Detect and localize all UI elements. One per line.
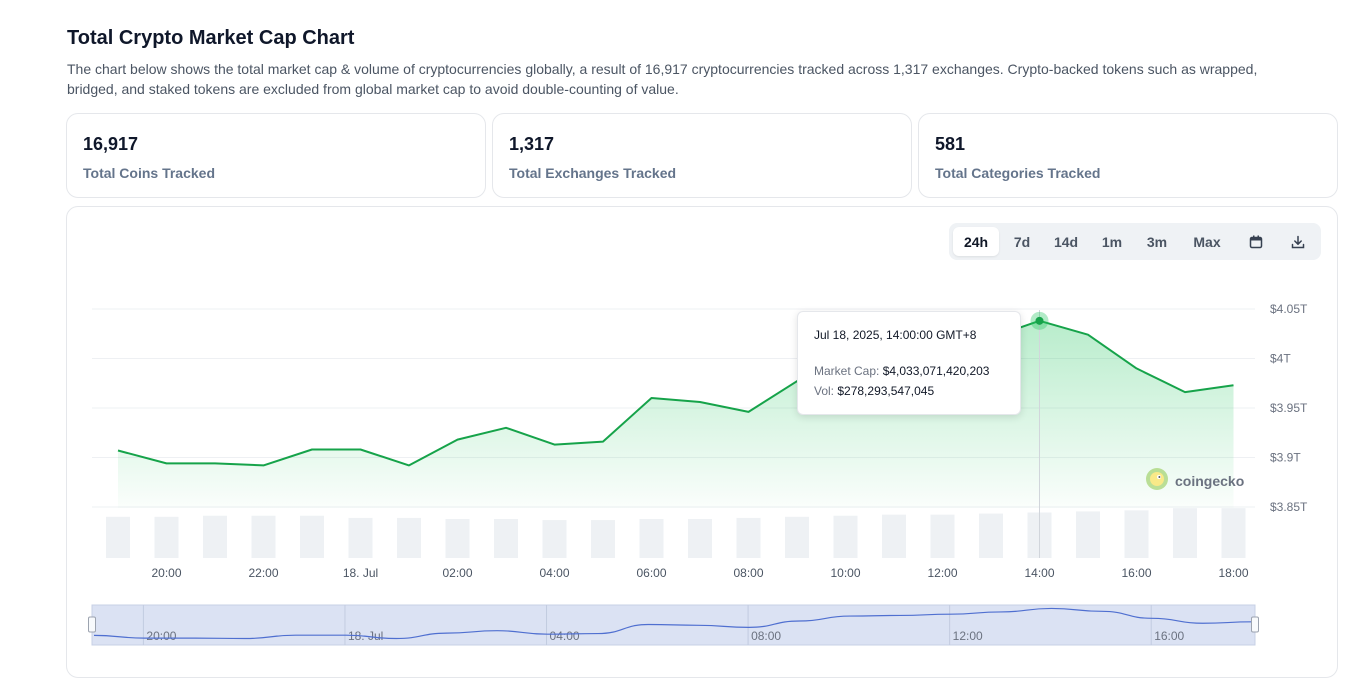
volume-bar [251,515,276,558]
volume-bar [494,519,518,558]
volume-bar [930,514,955,558]
page-description: The chart below shows the total market c… [67,61,1258,97]
time-range-selector: 24h 7d 14d 1m 3m Max [949,223,1321,260]
x-tick-label: 08:00 [733,566,763,580]
navigator-handle-left[interactable] [88,616,96,633]
page-title: Total Crypto Market Cap Chart [67,27,355,49]
navigator-handle-right[interactable] [1251,616,1259,633]
tooltip-date: Jul 18, 2025, 14:00:00 GMT+8 [814,328,977,342]
volume-bar [542,520,567,558]
stat-card-exchanges: 1,317 Total Exchanges Tracked [492,113,912,198]
download-icon[interactable] [1283,227,1313,256]
range-button-max[interactable]: Max [1193,233,1221,250]
range-button-24h[interactable]: 24h [953,227,999,256]
volume-bar [106,516,130,558]
volume-bar [397,517,421,558]
volume-bar [445,519,470,558]
volume-bar [154,516,179,558]
y-tick-label: $3.95T [1270,401,1308,415]
volume-bar [688,519,712,558]
range-button-7d[interactable]: 7d [1013,233,1031,250]
volume-bar [639,519,664,558]
market-cap-area [117,310,1234,558]
coingecko-watermark: coingecko [1145,467,1245,496]
navigator-series [93,607,1254,640]
tooltip-market-cap-value: $4,033,071,420,203 [882,364,990,378]
tooltip-volume-label: Vol: [814,384,835,398]
stat-value: 1,317 [509,134,555,154]
x-tick-label: 14:00 [1024,566,1054,580]
stat-label: Total Coins Tracked [83,165,215,181]
stat-label: Total Categories Tracked [935,165,1101,181]
x-axis-labels: 20:00 22:00 18. Jul 02:00 04:00 06:00 08:00 10:… [151,566,1248,580]
volume-bar [591,520,615,558]
volume-bar [833,515,858,558]
tooltip-market-cap-label: Market Cap: [814,364,880,378]
y-axis-labels: $3.85T $3.9T $3.95T $4T $4.05T [1270,302,1308,514]
stat-card-categories: 581 Total Categories Tracked [918,113,1338,198]
navigator-tick-label: 12:00 [953,629,983,643]
range-button-1m[interactable]: 1m [1101,233,1123,250]
navigator-tick-label: 04:00 [550,629,580,643]
x-tick-label: 18. Jul [343,566,378,580]
x-tick-label: 16:00 [1121,566,1151,580]
coingecko-logo-icon [1145,467,1169,496]
volume-bar [882,514,906,558]
stat-value: 16,917 [83,134,139,154]
hover-marker [1035,316,1044,325]
stat-value: 581 [935,134,966,154]
y-tick-label: $3.9T [1270,451,1301,465]
x-tick-label: 06:00 [636,566,666,580]
volume-bar [1221,508,1246,558]
volume-bars [106,508,1246,558]
x-tick-label: 02:00 [442,566,472,580]
y-tick-label: $4.05T [1270,302,1308,316]
volume-bar [979,513,1003,558]
tooltip-volume: Vol: $278,293,547,045 [814,384,934,398]
x-tick-label: 20:00 [151,566,181,580]
y-tick-label: $4T [1270,352,1291,366]
volume-bar [1076,511,1100,558]
x-tick-label: 12:00 [927,566,957,580]
navigator-tick-label: 20:00 [146,629,176,643]
stat-card-coins: 16,917 Total Coins Tracked [66,113,486,198]
tooltip-volume-value: $278,293,547,045 [837,384,935,398]
volume-bar [348,517,373,558]
x-tick-label: 04:00 [539,566,569,580]
volume-bar [736,517,761,558]
x-tick-label: 22:00 [248,566,278,580]
tooltip-market-cap: Market Cap: $4,033,071,420,203 [814,364,989,378]
range-button-14d[interactable]: 14d [1053,233,1079,250]
navigator-tick-label: 08:00 [751,629,781,643]
volume-bar [300,515,324,558]
volume-bar [203,515,227,558]
y-tick-label: $3.85T [1270,500,1308,514]
volume-bar [785,516,809,558]
x-tick-label: 18:00 [1218,566,1248,580]
x-tick-label: 10:00 [830,566,860,580]
watermark-text: coingecko [1175,473,1245,489]
navigator: 20:00 18. Jul 04:00 08:00 12:00 16:00 [88,604,1259,646]
volume-bar [1124,510,1149,558]
stat-label: Total Exchanges Tracked [509,165,677,181]
chart-tooltip: Jul 18, 2025, 14:00:00 GMT+8 Market Cap:… [797,311,1021,415]
navigator-tick-label: 16:00 [1154,629,1184,643]
calendar-icon[interactable] [1241,227,1271,256]
market-cap-line [117,319,1234,467]
volume-bar [1173,508,1197,558]
range-button-3m[interactable]: 3m [1146,233,1168,250]
area-fill [118,320,1234,508]
